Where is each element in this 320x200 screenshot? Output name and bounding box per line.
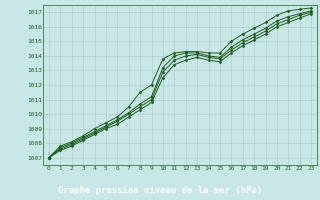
Text: Graphe pression niveau de la mer (hPa): Graphe pression niveau de la mer (hPa) [58,186,262,195]
